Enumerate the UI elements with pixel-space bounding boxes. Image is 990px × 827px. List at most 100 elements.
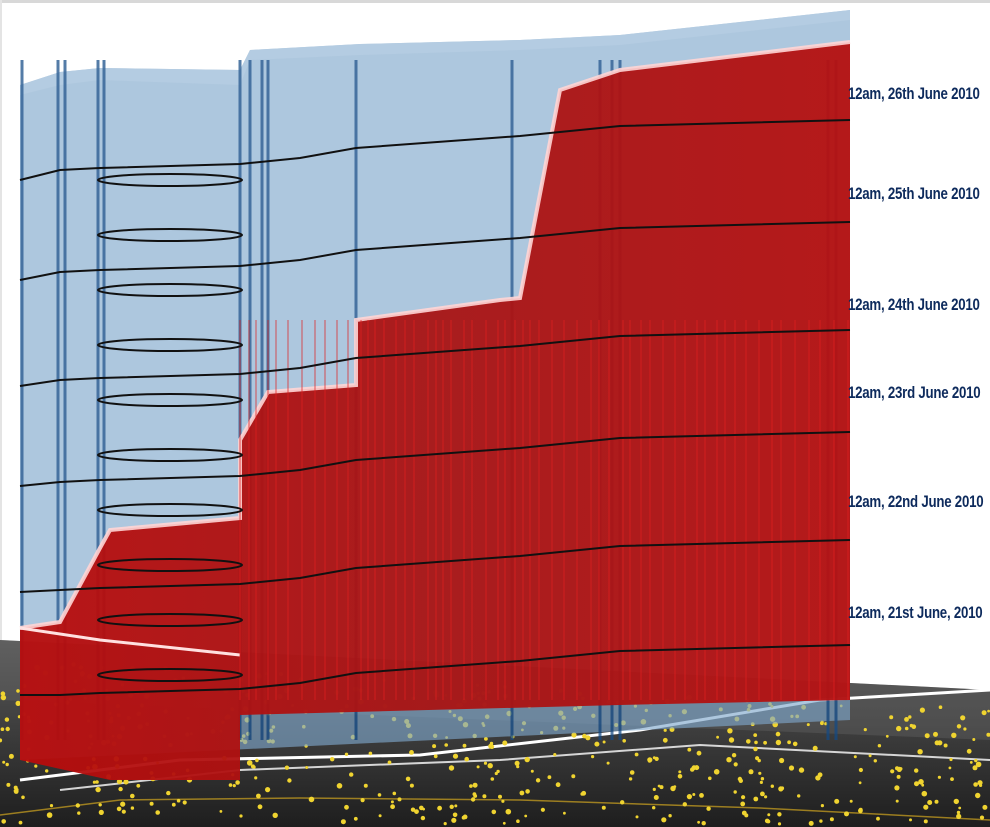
event-point: [760, 791, 765, 797]
event-point: [392, 791, 397, 796]
event-point: [951, 732, 957, 738]
event-point: [252, 765, 256, 769]
event-point: [741, 795, 746, 800]
event-point: [686, 794, 693, 800]
event-point: [948, 766, 952, 770]
event-point: [986, 732, 990, 737]
event-point: [305, 766, 309, 769]
event-point: [792, 741, 798, 747]
event-point: [911, 724, 917, 729]
event-point: [972, 738, 976, 741]
event-point: [462, 743, 467, 748]
event-point: [758, 771, 762, 775]
event-point: [95, 780, 99, 784]
event-point: [767, 813, 771, 817]
event-point: [699, 793, 704, 798]
event-point: [120, 801, 126, 807]
event-point: [397, 797, 402, 802]
event-point: [34, 764, 38, 768]
event-point: [15, 700, 21, 707]
event-point: [330, 757, 335, 762]
time-ring-left: [97, 558, 243, 572]
event-point: [894, 785, 900, 791]
event-point: [77, 811, 81, 815]
event-point: [678, 770, 682, 774]
time-rings: [19, 119, 851, 696]
event-point: [777, 822, 782, 826]
event-point: [746, 739, 751, 744]
event-point: [308, 796, 315, 803]
event-point: [13, 785, 18, 790]
event-point: [420, 815, 426, 821]
event-point: [540, 807, 546, 812]
event-point: [256, 793, 261, 799]
event-point: [461, 815, 466, 820]
event-point: [1, 819, 6, 824]
event-point: [728, 737, 735, 743]
event-point: [692, 793, 696, 796]
event-point: [956, 724, 962, 729]
event-point: [829, 817, 834, 822]
event-point: [49, 804, 54, 808]
event-point: [409, 750, 414, 755]
event-point: [98, 809, 104, 816]
event-point: [975, 792, 981, 799]
time-ring: [19, 329, 851, 387]
event-point: [585, 735, 591, 741]
event-point: [908, 715, 912, 719]
event-point: [239, 814, 243, 818]
event-point: [516, 819, 520, 823]
event-point: [489, 741, 494, 746]
event-point: [116, 778, 123, 785]
event-point: [775, 731, 781, 737]
event-point: [472, 792, 477, 796]
event-point: [547, 775, 552, 780]
event-point: [733, 790, 737, 794]
event-point: [760, 777, 765, 781]
event-point: [535, 778, 541, 783]
event-point: [663, 728, 667, 732]
event-point: [629, 770, 635, 775]
event-point: [409, 783, 414, 788]
event-point: [571, 774, 576, 779]
event-point: [452, 753, 459, 759]
event-point: [904, 726, 909, 731]
event-point: [949, 757, 953, 762]
event-point: [731, 753, 737, 758]
event-point: [787, 740, 791, 745]
event-point: [982, 804, 988, 810]
event-point: [863, 728, 867, 732]
event-point: [834, 798, 840, 804]
event-point: [753, 733, 758, 737]
event-point: [118, 786, 123, 792]
event-point: [0, 694, 7, 701]
event-point: [914, 768, 919, 773]
event-point: [349, 772, 354, 777]
event-point: [8, 753, 14, 759]
event-point: [713, 769, 720, 775]
date-label-23-june: 12am, 23rd June 2010: [848, 383, 981, 402]
event-point: [868, 754, 872, 758]
time-ring-left: [97, 448, 243, 462]
event-point: [98, 803, 102, 807]
event-point: [5, 726, 10, 732]
event-point: [13, 789, 19, 794]
event-point: [483, 761, 488, 765]
event-point: [591, 755, 595, 759]
event-point: [661, 817, 667, 823]
event-point: [498, 794, 502, 799]
event-point: [748, 769, 754, 775]
event-point: [116, 806, 122, 812]
event-point: [708, 776, 712, 781]
event-point: [16, 689, 20, 693]
event-point: [815, 775, 821, 781]
event-point: [779, 757, 785, 764]
event-point: [340, 819, 346, 825]
time-ring-left: [97, 228, 243, 242]
event-point: [918, 779, 924, 785]
event-point: [378, 814, 382, 818]
event-point: [448, 765, 455, 771]
event-point: [921, 790, 928, 797]
